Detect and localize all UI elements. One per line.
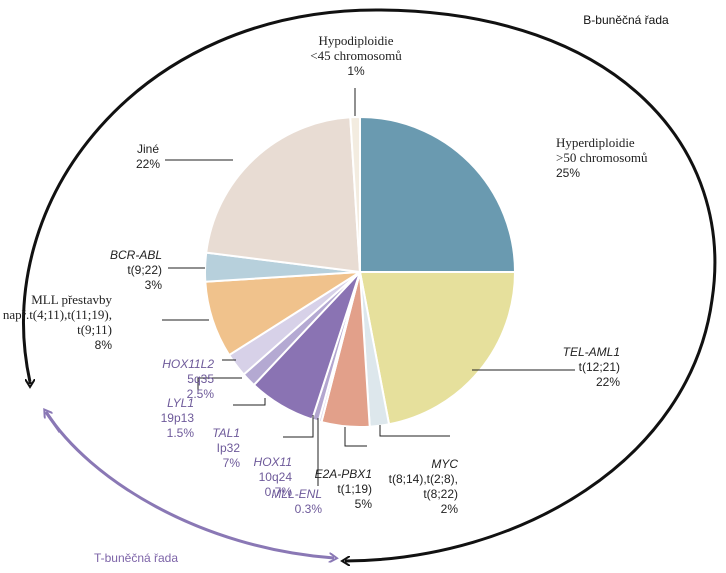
- leader-line-tal1: [233, 398, 266, 406]
- slice-label-e2a-pbx1: t(1;19): [337, 482, 372, 496]
- slice-label-hox11l2: HOX11L2: [162, 357, 214, 371]
- pie-slices: [204, 115, 517, 428]
- slice-label-jine: Jiné: [137, 142, 159, 156]
- pie-slice-tel-aml1: [358, 271, 517, 426]
- slice-label-lyl1: LYL1: [167, 396, 194, 410]
- pct-label-jine: 22%: [136, 157, 160, 171]
- slice-label-hypodiploidie: <45 chromosomů: [310, 48, 402, 63]
- pie-slice-hypodiploidie: [349, 115, 361, 273]
- pie-slice-hyperdiploidie: [359, 115, 517, 273]
- slice-label-mll-enl: MLL-ENL: [271, 487, 322, 501]
- slice-label-mll: např.t(4;11),t(11;19),: [3, 307, 112, 322]
- pct-label-hox11l2: 2.5%: [187, 387, 215, 401]
- slice-label-bcr-abl: BCR-ABL: [110, 248, 162, 262]
- pct-label-tal1: 7%: [223, 456, 241, 470]
- leader-line-myc: [379, 425, 450, 437]
- leader-line-hox11: [283, 415, 314, 438]
- slice-label-hox11l2: 5q35: [187, 372, 214, 386]
- slice-label-bcr-abl: t(9;22): [127, 263, 162, 277]
- t-lineage-arrow: [44, 411, 334, 558]
- b-lineage-arrow: [22, 8, 717, 561]
- slice-label-e2a-pbx1: E2A-PBX1: [315, 467, 372, 481]
- slice-label-myc: t(8;14),t(2;8),: [389, 472, 458, 486]
- pct-label-bcr-abl: 3%: [145, 278, 163, 292]
- slice-label-tal1: TAL1: [212, 426, 240, 440]
- pie-labels: Hyperdiploidie>50 chromosomů25%TEL-AML1t…: [3, 33, 648, 516]
- pct-label-tel-aml1: 22%: [596, 375, 620, 389]
- slice-label-mll: MLL přestavby: [31, 292, 112, 307]
- pct-label-hypodiploidie: 1%: [347, 64, 365, 78]
- slice-label-hox11: HOX11: [254, 455, 292, 469]
- t-lineage-title: T-buněčná řada: [94, 551, 178, 565]
- slice-label-mll: t(9;11): [77, 322, 112, 337]
- leader-line-e2a-pbx1: [344, 427, 367, 447]
- slice-label-hyperdiploidie: >50 chromosomů: [556, 150, 648, 165]
- slice-label-myc: t(8;22): [423, 487, 458, 501]
- pct-label-hyperdiploidie: 25%: [556, 166, 580, 180]
- slice-label-tal1: Ip32: [217, 441, 241, 455]
- slice-label-tel-aml1: TEL-AML1: [563, 345, 620, 359]
- slice-label-hyperdiploidie: Hyperdiploidie: [556, 135, 635, 150]
- slice-label-tel-aml1: t(12;21): [579, 360, 620, 374]
- pct-label-lyl1: 1.5%: [167, 426, 195, 440]
- b-lineage-title: B-buněčná řada: [583, 13, 669, 27]
- pct-label-myc: 2%: [441, 502, 459, 516]
- slice-label-hox11: 10q24: [259, 470, 293, 484]
- pie-slice-jine: [205, 116, 362, 274]
- t-lineage-arrow-start: [46, 412, 62, 433]
- slice-label-hypodiploidie: Hypodiploidie: [318, 33, 393, 48]
- pct-label-e2a-pbx1: 5%: [355, 497, 373, 511]
- slice-label-lyl1: 19p13: [161, 411, 195, 425]
- pct-label-hox11: 0.7%: [265, 485, 293, 499]
- pct-label-mll-enl: 0.3%: [295, 502, 323, 516]
- slice-label-myc: MYC: [431, 457, 458, 471]
- leader-line-lyl1: [197, 377, 242, 393]
- pct-label-mll: 8%: [95, 338, 113, 352]
